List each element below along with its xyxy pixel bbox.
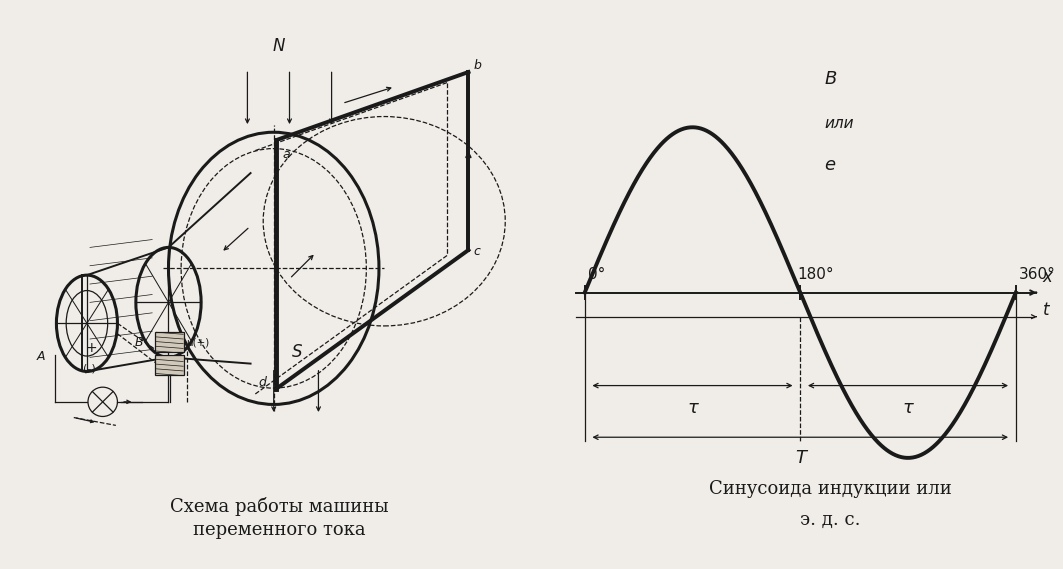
Text: u(+): u(+) xyxy=(186,338,209,348)
Text: x: x xyxy=(1043,269,1052,286)
Text: N: N xyxy=(273,37,285,55)
Text: b: b xyxy=(474,59,482,72)
Text: B: B xyxy=(824,70,837,88)
Text: 360°: 360° xyxy=(1018,267,1056,282)
Text: 0°: 0° xyxy=(588,267,605,282)
Text: +: + xyxy=(85,341,97,355)
Text: A: A xyxy=(37,350,46,363)
Text: a: a xyxy=(283,149,290,162)
Text: 180°: 180° xyxy=(797,267,833,282)
Text: c: c xyxy=(474,245,480,258)
Text: τ: τ xyxy=(902,399,913,417)
Text: S: S xyxy=(292,343,303,361)
Text: или: или xyxy=(824,116,854,131)
Text: э. д. с.: э. д. с. xyxy=(800,511,860,529)
Text: t: t xyxy=(1043,301,1049,319)
Text: B: B xyxy=(134,336,142,349)
Bar xyxy=(155,332,184,352)
Bar xyxy=(155,354,184,374)
Text: T: T xyxy=(795,449,806,467)
Text: e: e xyxy=(824,156,836,174)
Text: Синусоида индукции или: Синусоида индукции или xyxy=(709,480,951,498)
Text: Схема работы машины: Схема работы машины xyxy=(170,497,388,516)
Text: переменного тока: переменного тока xyxy=(192,521,366,539)
Text: (-): (-) xyxy=(83,364,96,374)
Text: τ: τ xyxy=(687,399,698,417)
Text: d: d xyxy=(258,376,266,389)
